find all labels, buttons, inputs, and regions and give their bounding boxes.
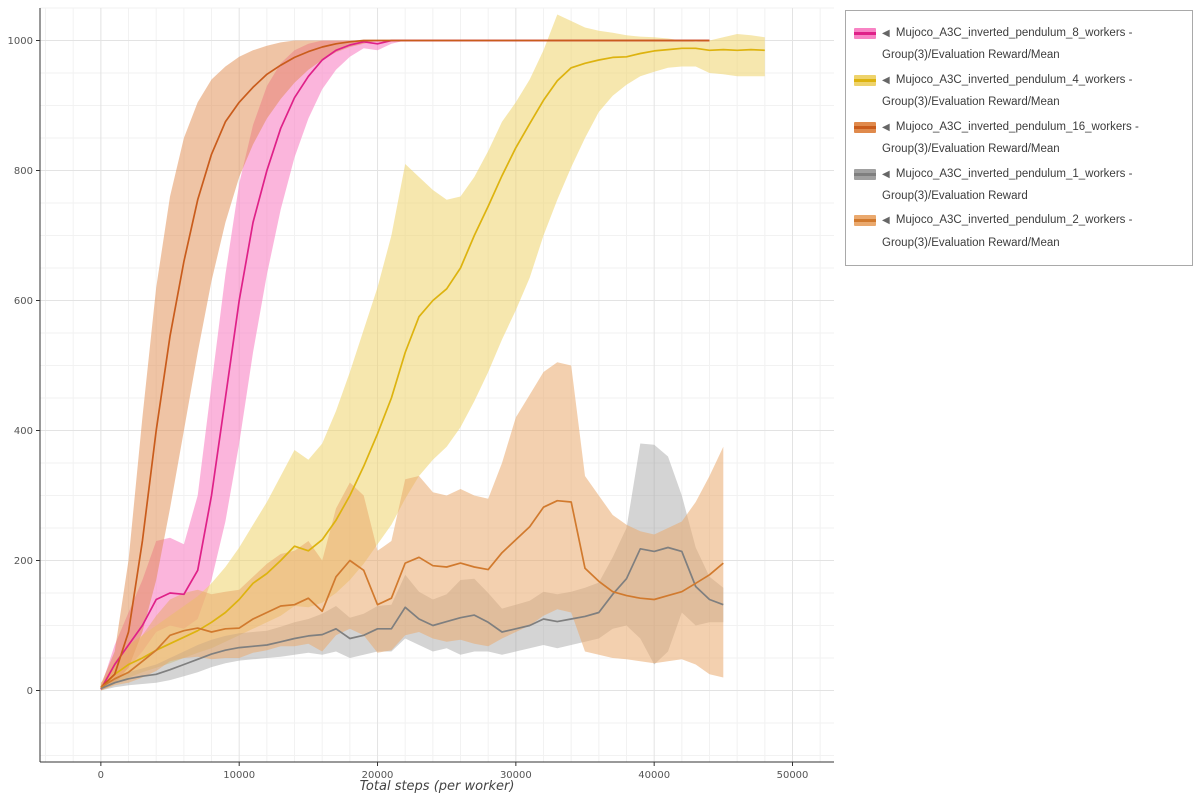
legend-swatch-2_workers bbox=[854, 215, 876, 227]
legend-swatch-4_workers bbox=[854, 74, 876, 86]
legend-marker-icon: ◀ bbox=[882, 28, 890, 39]
x-tick-label: 30000 bbox=[500, 770, 532, 781]
legend-marker-icon: ◀ bbox=[882, 168, 890, 180]
line-chart-plot: 0 10000 20000 30000 40000 50000 0 200 400 600 800 1… bbox=[8, 7, 834, 781]
legend-marker-icon: ◀ bbox=[882, 121, 890, 133]
line-4_workers bbox=[100, 47, 765, 690]
legend-item-1_workers[interactable]: ◀ Mujoco_A3C_inverted_pendulum_1_workers… bbox=[854, 162, 1184, 209]
legend-item-16_workers[interactable]: ◀ Mujoco_A3C_inverted_pendulum_16_worker… bbox=[854, 115, 1184, 162]
legend-item-label: ◀ Mujoco_A3C_inverted_pendulum_4_workers… bbox=[882, 73, 1133, 109]
legend-item-2_workers[interactable]: ◀ Mujoco_A3C_inverted_pendulum_2_workers… bbox=[854, 208, 1184, 255]
legend: ◀ Mujoco_A3C_inverted_pendulum_8_workers… bbox=[845, 10, 1193, 267]
x-tick-label: 50000 bbox=[777, 770, 809, 781]
band-4_workers bbox=[100, 14, 765, 691]
y-tick-label: 200 bbox=[14, 556, 33, 567]
legend-swatch-line bbox=[854, 125, 876, 129]
x-axis-title: Total steps (per worker) bbox=[359, 779, 515, 794]
legend-item-4_workers[interactable]: ◀ Mujoco_A3C_inverted_pendulum_4_workers… bbox=[854, 68, 1184, 115]
band-8_workers bbox=[100, 40, 710, 691]
band-1_workers bbox=[100, 443, 724, 691]
y-tick-label: 1000 bbox=[8, 36, 33, 47]
legend-item-label: ◀ Mujoco_A3C_inverted_pendulum_1_workers… bbox=[882, 167, 1133, 202]
legend-swatch-line bbox=[854, 32, 876, 35]
legend-swatch-line bbox=[854, 172, 876, 176]
legend-swatch-line bbox=[854, 78, 876, 82]
y-tick-label: 400 bbox=[14, 426, 33, 437]
legend-item-label: ◀ Mujoco_A3C_inverted_pendulum_16_worker… bbox=[882, 120, 1139, 156]
y-tick-label: 0 bbox=[27, 686, 33, 697]
line-1_workers bbox=[100, 546, 724, 690]
x-tick-label: 0 bbox=[98, 770, 104, 781]
legend-swatch-line bbox=[854, 219, 876, 223]
legend-item-label: ◀ Mujoco_A3C_inverted_pendulum_2_workers… bbox=[882, 214, 1133, 249]
band-2_workers bbox=[100, 362, 724, 691]
x-tick-label: 10000 bbox=[223, 770, 255, 781]
legend-marker-icon: ◀ bbox=[882, 74, 890, 86]
legend-item-label: ◀ Mujoco_A3C_inverted_pendulum_8_workers… bbox=[882, 27, 1133, 62]
legend-swatch-1_workers bbox=[854, 168, 876, 180]
x-tick-label: 40000 bbox=[638, 770, 670, 781]
legend-swatch-8_workers bbox=[854, 28, 876, 39]
y-tick-label: 800 bbox=[14, 166, 33, 177]
y-tick-label: 600 bbox=[14, 296, 33, 307]
legend-swatch-16_workers bbox=[854, 121, 876, 133]
legend-marker-icon: ◀ bbox=[882, 215, 890, 227]
line-16_workers bbox=[100, 39, 710, 688]
legend-item-8_workers[interactable]: ◀ Mujoco_A3C_inverted_pendulum_8_workers… bbox=[854, 21, 1184, 68]
x-tick-label: 20000 bbox=[362, 770, 394, 781]
line-2_workers bbox=[100, 499, 724, 689]
